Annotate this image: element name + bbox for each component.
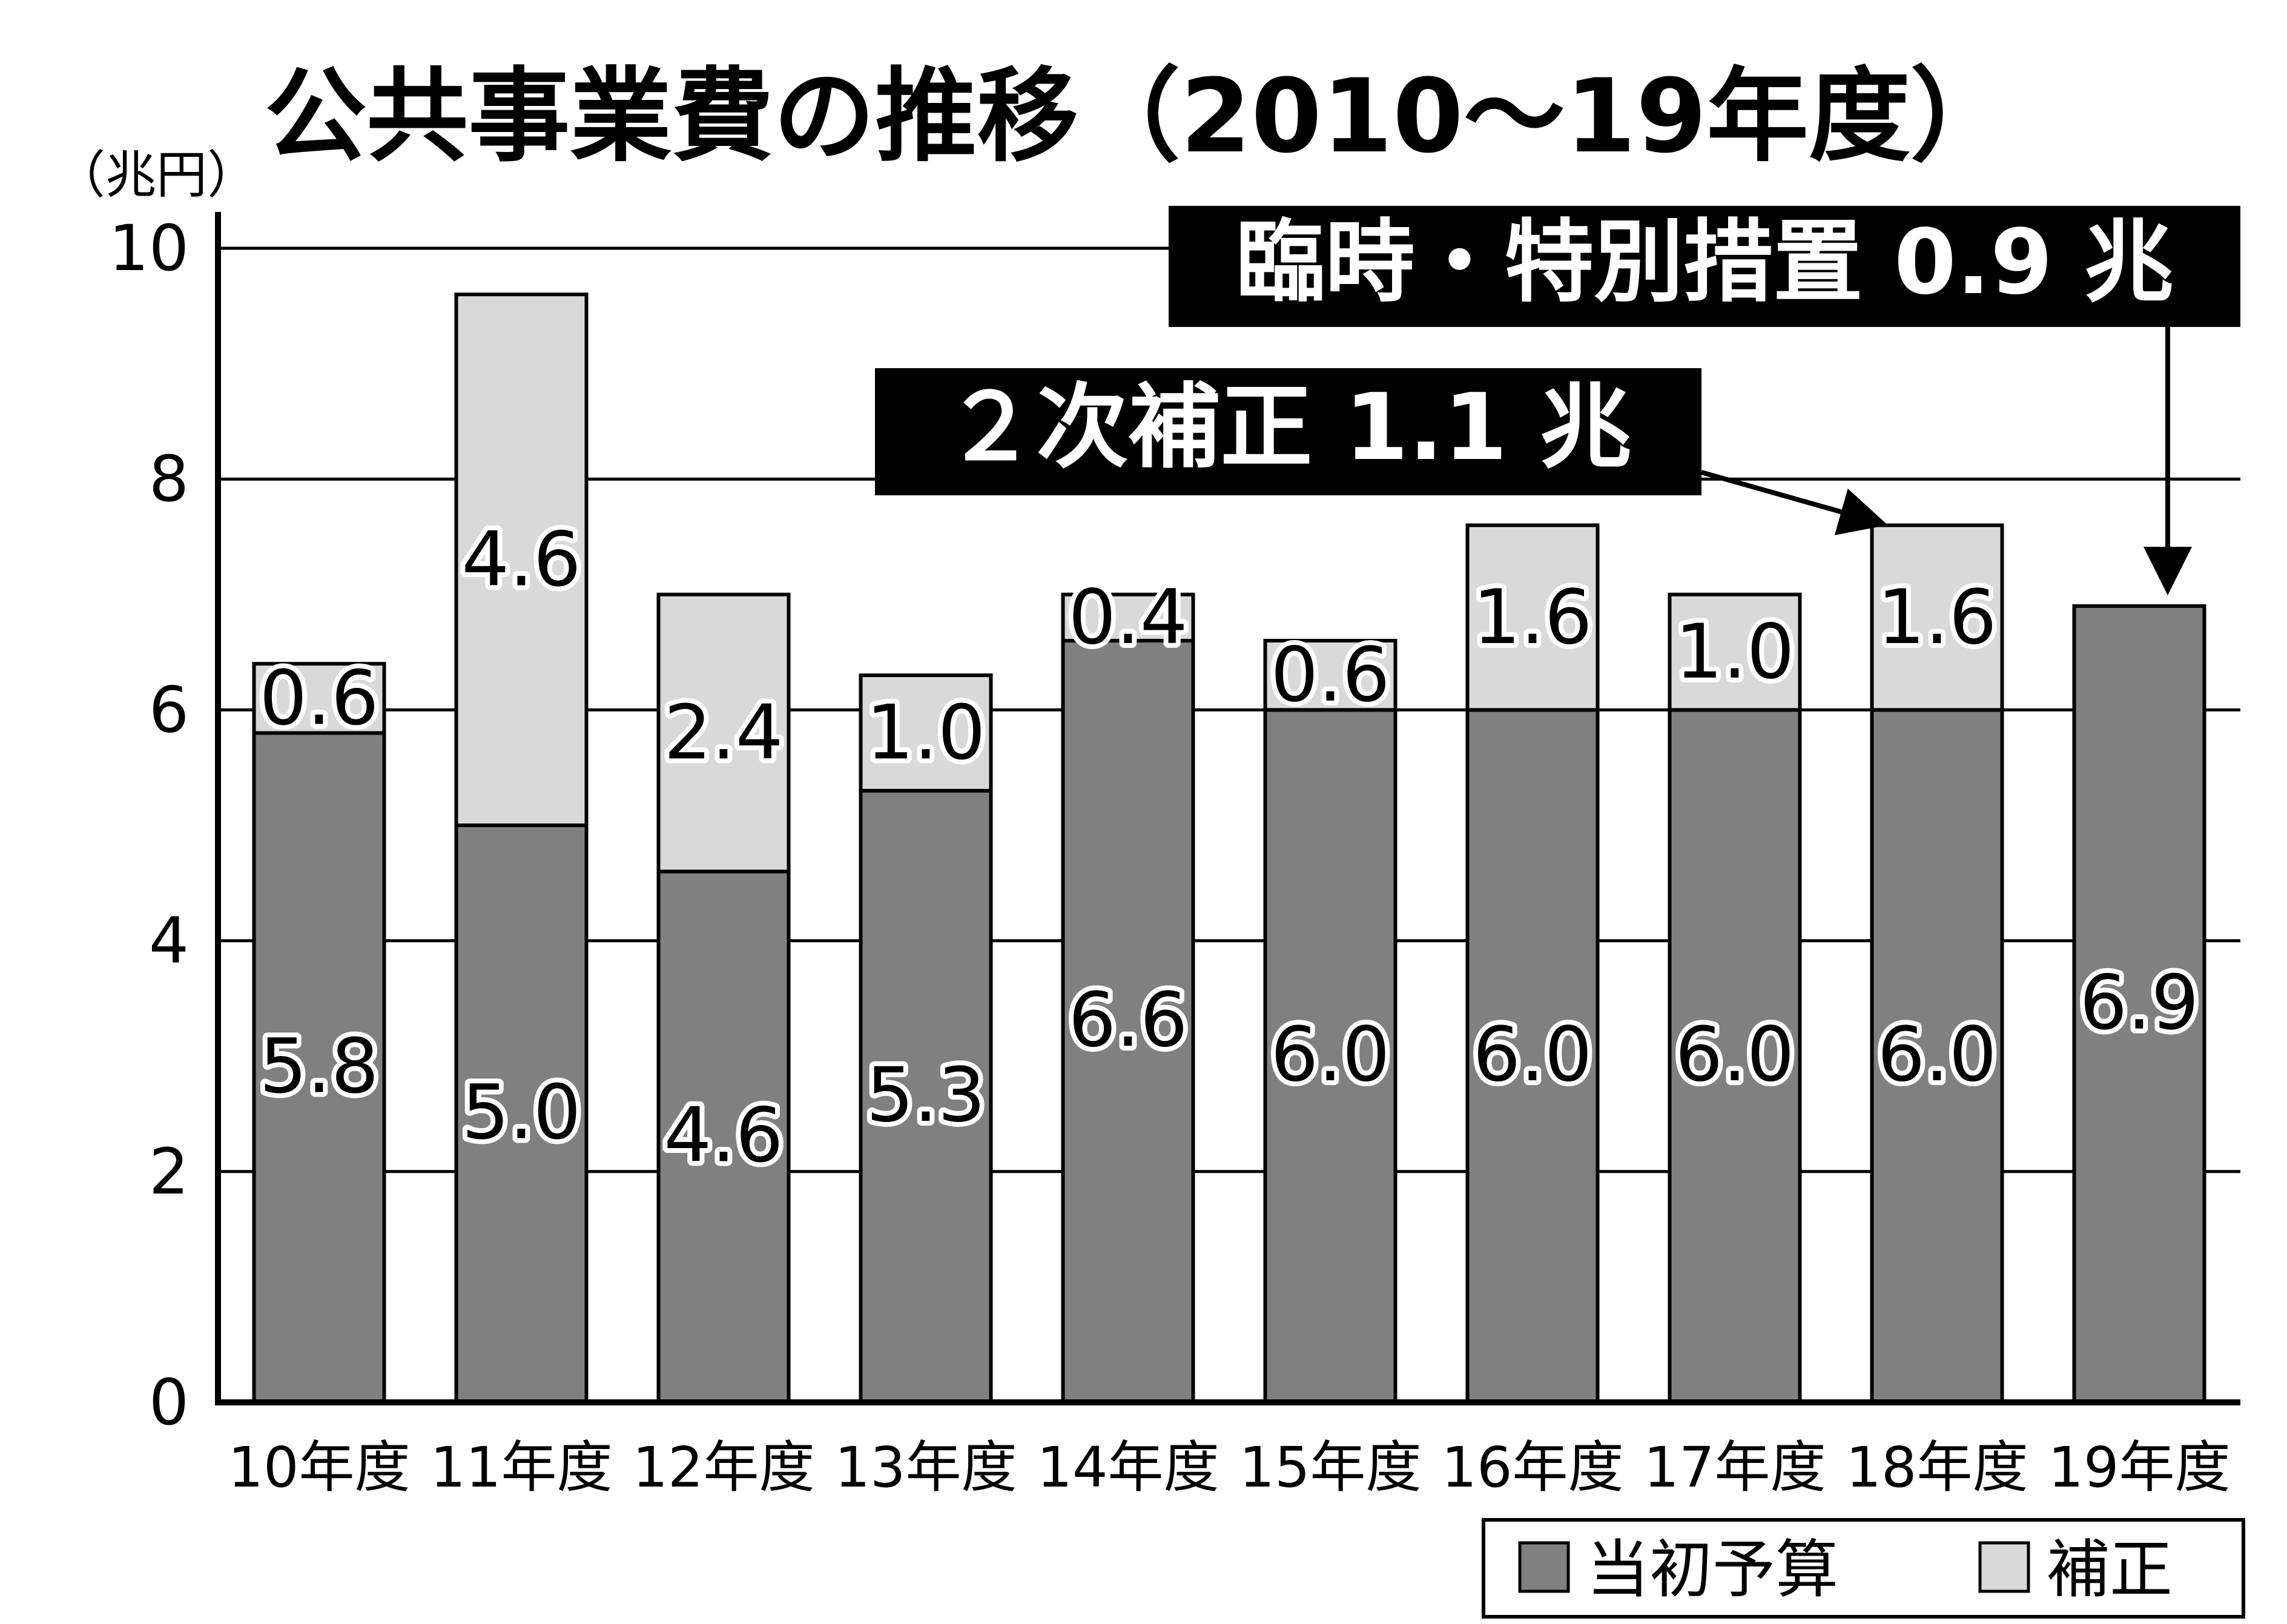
y-tick-label: 10 (109, 211, 189, 285)
bar-supplementary (1465, 523, 1600, 712)
bar-supplementary (656, 592, 791, 874)
bar-supplementary (1061, 592, 1195, 643)
x-tick-label: 14年度 (1037, 1435, 1219, 1500)
x-tick-label: 10年度 (228, 1435, 410, 1500)
legend-swatch-initial (1518, 1541, 1570, 1593)
x-tick-label: 12年度 (632, 1435, 814, 1500)
annotation-box-second-supplementary (875, 368, 1701, 495)
data-label-supplementary: 1.0 (866, 690, 985, 777)
y-axis-label: （兆円） (54, 145, 258, 205)
bar-initial-budget (1061, 639, 1195, 1404)
data-label-supplementary: 2.4 (664, 690, 783, 777)
y-tick-label: 4 (149, 904, 189, 978)
x-tick-label: 13年度 (834, 1435, 1017, 1500)
data-label-initial: 6.0 (1270, 1011, 1390, 1098)
legend-box (1482, 1518, 2245, 1619)
legend-label-supplementary: 補正 (2047, 1533, 2173, 1606)
bar-initial-budget (1263, 708, 1398, 1404)
data-label-initial: 5.3 (866, 1052, 985, 1139)
annotation-arrow-second-supplementary (1700, 470, 1888, 535)
y-tick-label: 6 (149, 673, 189, 747)
bar-supplementary (1263, 639, 1398, 712)
bar-initial-budget (2072, 604, 2206, 1404)
bar-initial-budget (1870, 708, 2004, 1404)
data-label-initial: 6.6 (1068, 977, 1187, 1064)
data-label-initial: 6.0 (1877, 1011, 1996, 1098)
x-tick-label: 15年度 (1239, 1435, 1421, 1500)
bar-supplementary (1668, 592, 1802, 712)
data-label-initial: 6.0 (1675, 1011, 1794, 1098)
annotation-text-second-supplementary: ２次補正 1.1 兆 (944, 374, 1631, 481)
bar-supplementary (454, 292, 589, 827)
bar-supplementary (1870, 523, 2004, 712)
bar-supplementary (252, 662, 386, 735)
data-label-supplementary: 1.6 (1877, 574, 1996, 661)
x-tick-label: 16年度 (1441, 1435, 1623, 1500)
bar-initial-budget (1668, 708, 1802, 1404)
bar-supplementary (859, 673, 993, 793)
annotation-box-special (1169, 206, 2240, 327)
bar-initial-budget (859, 788, 993, 1404)
x-tick-label: 17年度 (1643, 1435, 1826, 1500)
data-label-supplementary: 4.6 (461, 517, 581, 604)
legend-swatch-supplementary (1978, 1541, 2030, 1593)
data-label-supplementary: 0.4 (1068, 574, 1187, 661)
bar-initial-budget (1465, 708, 1600, 1404)
y-tick-label: 0 (149, 1365, 189, 1439)
chart-title: 公共事業費の推移（2010〜19年度） (265, 57, 2011, 176)
x-tick-label: 18年度 (1846, 1435, 2028, 1500)
y-tick-label: 8 (149, 442, 189, 516)
data-label-initial: 4.6 (664, 1092, 783, 1180)
data-label-initial: 5.0 (461, 1069, 581, 1157)
legend-label-initial: 当初予算 (1586, 1533, 1838, 1606)
data-label-supplementary: 1.6 (1473, 574, 1592, 661)
x-tick-label: 11年度 (430, 1435, 612, 1500)
bar-initial-budget (252, 731, 386, 1404)
y-tick-label: 2 (149, 1135, 189, 1209)
data-label-supplementary: 1.0 (1675, 609, 1794, 696)
data-label-supplementary: 0.6 (1270, 632, 1390, 719)
data-label-initial: 5.8 (259, 1023, 378, 1110)
data-label-initial: 6.0 (1473, 1011, 1592, 1098)
data-label-initial: 6.9 (2079, 959, 2199, 1046)
annotation-text-special: 臨時・特別措置 0.9 兆 (1235, 210, 2173, 314)
x-tick-label: 19年度 (2048, 1435, 2230, 1500)
data-label-supplementary: 0.6 (259, 655, 378, 742)
